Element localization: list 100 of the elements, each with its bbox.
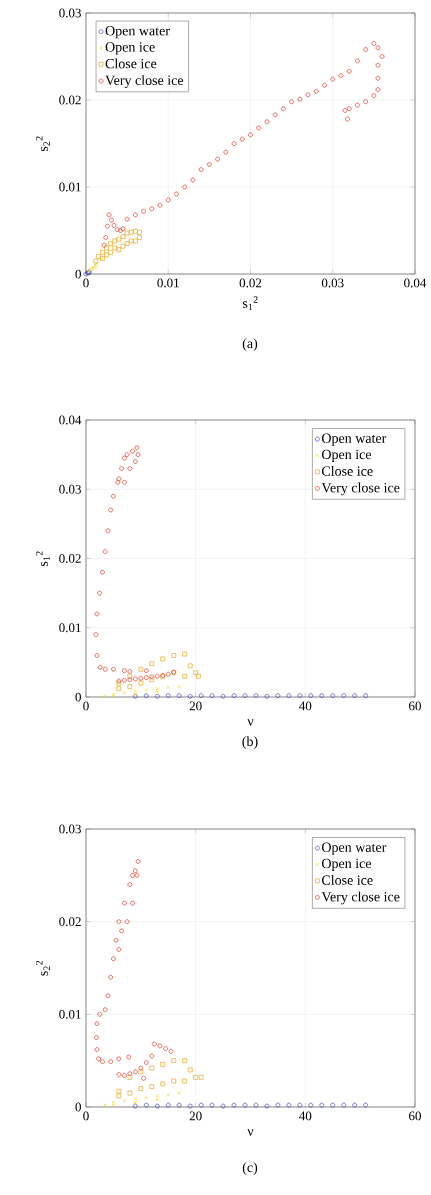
point: [138, 680, 144, 686]
y-tick-label: 0: [75, 269, 81, 279]
point: [305, 92, 311, 98]
point: [176, 693, 182, 698]
point: [171, 1078, 177, 1084]
point: [141, 1075, 146, 1081]
point: [308, 693, 314, 698]
point: [134, 872, 140, 878]
y-axis-title: s$_{1}$2: [35, 551, 50, 567]
point: [264, 693, 270, 699]
point: [160, 1081, 166, 1087]
point: [128, 229, 134, 235]
point: [154, 673, 160, 679]
point: [341, 1102, 347, 1108]
point: [152, 1041, 157, 1047]
point: [371, 93, 377, 99]
point: [289, 99, 294, 105]
y-tick-label: 0.04: [59, 415, 82, 425]
point: [97, 1011, 103, 1017]
point: [375, 45, 381, 51]
point: [231, 693, 237, 698]
point: [193, 670, 199, 676]
point: [96, 1056, 101, 1062]
point: [119, 466, 124, 471]
point: [102, 1007, 108, 1013]
point: [297, 96, 303, 102]
point: [94, 1047, 100, 1052]
point: [132, 1069, 138, 1075]
point: [122, 455, 127, 461]
legend-label: Open ice: [321, 449, 372, 462]
point: [355, 102, 360, 108]
point: [116, 1093, 122, 1099]
point: [346, 106, 352, 112]
point: [132, 238, 138, 244]
point: [108, 974, 114, 980]
point: [209, 693, 215, 698]
point: [127, 669, 133, 674]
y-tick-label: 0.01: [59, 623, 81, 633]
point: [165, 1102, 171, 1108]
legend-label: Close ice: [105, 58, 157, 69]
point: [231, 141, 237, 146]
point: [196, 673, 201, 679]
point: [137, 235, 142, 240]
point: [114, 227, 120, 232]
legend-label: Close ice: [321, 465, 373, 476]
point: [122, 1073, 127, 1078]
point: [155, 686, 160, 691]
x-tick-label: 40: [299, 701, 312, 711]
point: [144, 1095, 149, 1100]
point: [346, 68, 352, 74]
point: [160, 1062, 166, 1067]
point: [143, 693, 149, 698]
point: [135, 859, 141, 864]
point: [116, 686, 122, 692]
y-tick-label: 0.01: [59, 182, 81, 192]
point: [264, 119, 270, 125]
point: [130, 448, 135, 454]
point: [127, 882, 133, 887]
point: [275, 693, 281, 698]
point: [187, 693, 193, 699]
x-tick-label: 0: [83, 278, 89, 288]
point: [93, 632, 99, 638]
point: [256, 125, 262, 131]
legend-label: Open ice: [321, 858, 372, 872]
point: [182, 1058, 188, 1064]
point: [116, 947, 122, 952]
point: [363, 99, 368, 105]
point: [103, 1103, 107, 1107]
point: [363, 1102, 368, 1108]
point: [160, 656, 166, 662]
point: [111, 666, 116, 672]
point: [97, 590, 103, 596]
point: [193, 1075, 199, 1080]
point: [138, 666, 144, 672]
point: [124, 216, 130, 222]
point: [132, 459, 138, 464]
point: [166, 1093, 171, 1097]
point: [182, 651, 188, 657]
point: [103, 235, 109, 240]
point: [132, 212, 138, 218]
x-axis-title: ν: [247, 719, 254, 726]
point: [322, 82, 327, 88]
point: [105, 528, 111, 534]
x-tick-label: 60: [409, 1111, 421, 1121]
point: [187, 1103, 193, 1109]
point: [220, 693, 226, 699]
point: [272, 112, 278, 118]
point: [363, 47, 368, 52]
point: [297, 693, 303, 698]
point: [132, 1103, 138, 1109]
point: [231, 1102, 237, 1108]
point: [149, 1053, 155, 1059]
point: [94, 611, 100, 617]
point: [115, 479, 121, 485]
point: [111, 222, 117, 228]
point: [138, 1065, 144, 1071]
point: [275, 1102, 281, 1108]
point: [133, 1096, 138, 1101]
point: [120, 234, 126, 239]
point: [281, 106, 286, 112]
